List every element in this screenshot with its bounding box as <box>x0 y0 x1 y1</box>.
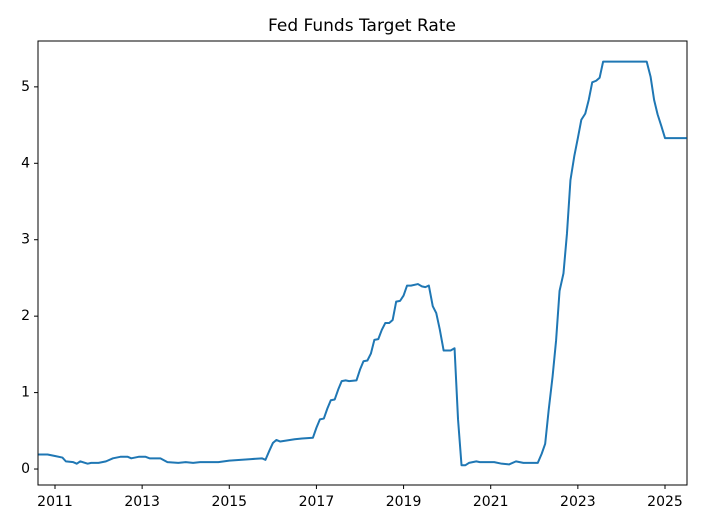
x-tick-label: 2021 <box>473 494 509 510</box>
x-tick-label: 2023 <box>560 494 596 510</box>
y-tick-label: 4 <box>21 155 30 171</box>
chart-title: Fed Funds Target Rate <box>268 16 456 36</box>
x-tick-label: 2019 <box>386 494 422 510</box>
x-tick-label: 2011 <box>37 494 73 510</box>
line-series <box>38 60 687 467</box>
y-tick-label: 1 <box>21 385 30 401</box>
plot-frame <box>37 40 688 486</box>
x-tick-label: 2013 <box>124 494 160 510</box>
y-tick-label: 3 <box>21 232 30 248</box>
y-tick-label: 5 <box>21 79 30 95</box>
x-tick-label: 2017 <box>299 494 335 510</box>
y-tick-label: 2 <box>21 308 30 324</box>
x-tick-label: 2015 <box>211 494 247 510</box>
y-tick-label: 0 <box>21 461 30 477</box>
x-tick-label: 2025 <box>647 494 683 510</box>
